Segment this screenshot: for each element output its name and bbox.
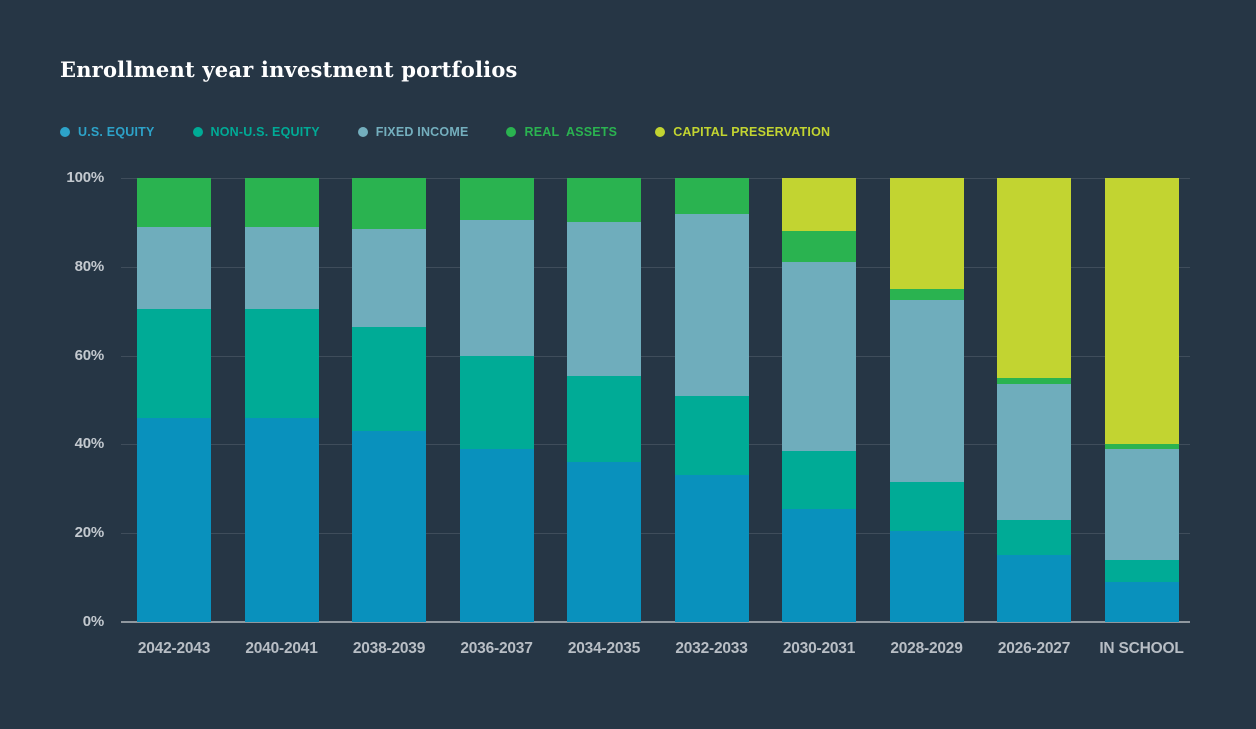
- bar-segment-fixed_income: [889, 300, 964, 483]
- bar-segment-fixed_income: [997, 384, 1071, 520]
- legend-label: U.S. EQUITY: [78, 125, 155, 139]
- legend-dot-icon: [60, 127, 70, 137]
- x-axis-label: 2042-2043: [137, 640, 211, 657]
- bar-segment-real_assets: [567, 178, 641, 223]
- bar-segment-fixed_income: [137, 226, 211, 309]
- y-axis-label-20: 20%: [74, 524, 105, 542]
- bar-segment-capital_preservation: [997, 178, 1071, 378]
- x-axis-label: 2028-2029: [890, 640, 963, 657]
- bar-segment-us_equity: [1104, 582, 1179, 622]
- bar-in-school: [1104, 178, 1179, 622]
- bar-2040-2041: [244, 178, 319, 622]
- legend-item-fixed_income[interactable]: FIXED INCOME: [357, 125, 469, 139]
- bar-segment-capital_preservation: [782, 178, 856, 232]
- bar-segment-us_equity: [459, 448, 534, 622]
- bar-segment-non_us_equity: [352, 326, 426, 432]
- plot-area: 0% 20% 40% 60% 80% 100% 2042-2043 2040-2041 2038…: [66, 169, 1190, 657]
- bar-segment-fixed_income: [674, 213, 749, 396]
- chart-title: Enrollment year investment portfolios: [60, 57, 518, 82]
- legend-dot-icon: [192, 127, 203, 137]
- legend-label: NON-U.S. EQUITY: [210, 125, 320, 139]
- bar-segment-us_equity: [137, 417, 211, 622]
- bar-segment-non_us_equity: [459, 355, 534, 449]
- bar-2030-2031: [782, 178, 856, 622]
- bar-segment-real_assets: [997, 377, 1071, 385]
- bar-segment-real_assets: [674, 178, 749, 214]
- bar-2028-2029: [889, 178, 964, 622]
- bar-segment-capital_preservation: [889, 178, 964, 290]
- bar-segment-us_equity: [674, 475, 749, 622]
- x-axis-label: 2036-2037: [460, 640, 533, 657]
- y-axis-label-0: 0%: [82, 613, 104, 630]
- bar-segment-non_us_equity: [782, 451, 856, 509]
- gridline-20: [121, 533, 1190, 535]
- bar-segment-non_us_equity: [674, 395, 749, 476]
- bar-2038-2039: [352, 178, 426, 622]
- legend-item-real_assets[interactable]: REAL ASSETS: [506, 125, 617, 139]
- gridline-80: [121, 266, 1190, 268]
- bar-segment-us_equity: [352, 431, 426, 622]
- y-axis-label-100: 100%: [66, 169, 104, 186]
- bar-segment-fixed_income: [782, 262, 856, 452]
- x-axis-label: 2030-2031: [782, 640, 856, 657]
- gridline-100: [121, 178, 1190, 179]
- bar-segment-real_assets: [889, 289, 964, 301]
- bar-segment-fixed_income: [567, 222, 641, 376]
- bar-segment-real_assets: [137, 178, 211, 227]
- bar-segment-fixed_income: [352, 229, 426, 327]
- x-axis-label: IN SCHOOL: [1099, 640, 1184, 657]
- bar-2042-2043: [137, 178, 211, 622]
- y-axis-label-40: 40%: [74, 435, 105, 453]
- bar-segment-non_us_equity: [889, 482, 964, 531]
- legend-label: REAL ASSETS: [524, 125, 618, 139]
- bar-segment-us_equity: [889, 530, 964, 622]
- x-axis-baseline: [121, 621, 1190, 623]
- bar-segment-real_assets: [782, 231, 856, 263]
- x-axis-label: 2038-2039: [352, 640, 426, 657]
- legend-dot-icon: [357, 127, 368, 137]
- bar-segment-us_equity: [567, 462, 641, 622]
- bar-segment-non_us_equity: [244, 309, 319, 418]
- x-axis-label: 2026-2027: [997, 640, 1071, 657]
- y-axis-label-80: 80%: [74, 257, 105, 275]
- bar-2026-2027: [997, 178, 1071, 622]
- bar-segment-non_us_equity: [137, 309, 211, 418]
- legend-item-capital_preservation[interactable]: CAPITAL PRESERVATION: [655, 125, 830, 139]
- gridline-40: [121, 444, 1190, 446]
- bar-segment-fixed_income: [244, 226, 319, 309]
- bar-2036-2037: [459, 178, 534, 622]
- bar-segment-us_equity: [997, 555, 1071, 622]
- bar-segment-fixed_income: [1104, 448, 1179, 560]
- legend-label: FIXED INCOME: [375, 125, 469, 139]
- legend: U.S. EQUITY NON-U.S. EQUITY FIXED INCOME RE…: [60, 125, 830, 139]
- bar-segment-real_assets: [244, 178, 319, 227]
- x-axis-label: 2034-2035: [567, 640, 641, 657]
- bar-segment-non_us_equity: [1104, 559, 1179, 583]
- x-axis-label: 2032-2033: [675, 640, 748, 657]
- bar-segment-us_equity: [782, 508, 856, 622]
- bar-2034-2035: [567, 178, 641, 622]
- legend-item-non_us_equity[interactable]: NON-U.S. EQUITY: [192, 125, 320, 139]
- bar-segment-us_equity: [244, 417, 319, 622]
- bar-segment-real_assets: [1104, 444, 1179, 449]
- bar-segment-fixed_income: [459, 220, 534, 356]
- bar-segment-real_assets: [352, 178, 426, 230]
- gridline-60: [121, 355, 1190, 357]
- legend-dot-icon: [506, 127, 517, 137]
- bar-segment-non_us_equity: [567, 375, 641, 463]
- x-axis-label: 2040-2041: [245, 640, 318, 657]
- bar-segment-capital_preservation: [1104, 178, 1179, 445]
- legend-label: CAPITAL PRESERVATION: [673, 125, 831, 139]
- bar-segment-non_us_equity: [997, 519, 1071, 556]
- legend-item-us_equity[interactable]: U.S. EQUITY: [60, 125, 155, 139]
- y-axis-label-60: 60%: [74, 346, 105, 364]
- legend-dot-icon: [655, 127, 666, 137]
- bar-2032-2033: [674, 178, 749, 622]
- bar-segment-real_assets: [459, 178, 534, 221]
